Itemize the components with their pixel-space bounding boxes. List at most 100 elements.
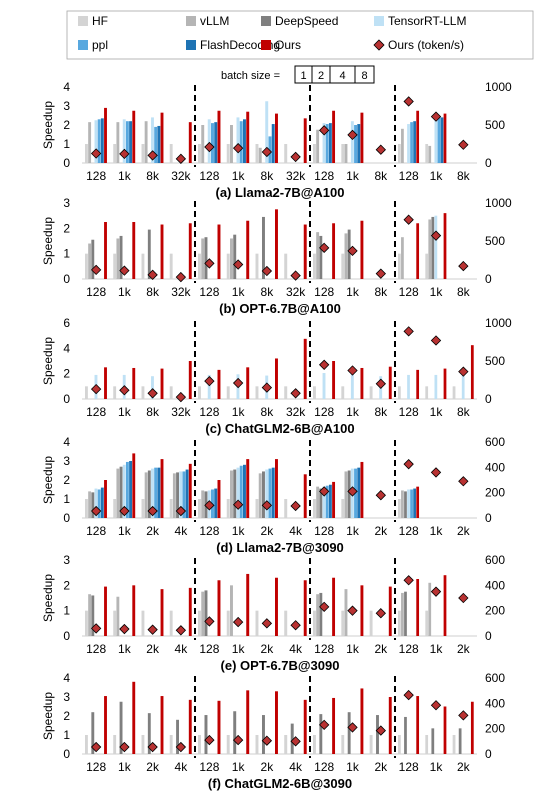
bar-hf xyxy=(141,144,145,163)
bar-ours xyxy=(388,366,392,399)
bar-flashdecoding xyxy=(271,467,275,518)
bar-tensorrt-llm xyxy=(179,471,183,518)
token-marker xyxy=(430,111,442,122)
bar-ours xyxy=(332,361,336,399)
bar-flashdecoding xyxy=(243,119,246,163)
bar-ours xyxy=(132,367,136,399)
bar-ppl xyxy=(268,136,272,163)
bar-hf xyxy=(226,386,230,399)
x-tick-label: 8k xyxy=(261,285,275,299)
y2-tick-label: 1000 xyxy=(485,196,512,210)
bar-vllm xyxy=(316,232,320,279)
chart-panel: 0 2 4 6 0 500 1000 Speedup 128 1k 8k 32k 128 1k 8k 32k 1… xyxy=(41,316,512,436)
bar-ours xyxy=(188,587,192,636)
bar-hf xyxy=(369,735,373,754)
bar-hf xyxy=(113,499,117,518)
y-tick-label: 2 xyxy=(63,118,70,132)
x-tick-label: 32k xyxy=(171,285,191,299)
bar-tensorrt-llm xyxy=(151,376,154,399)
x-tick-label: 4k xyxy=(175,524,189,538)
token-marker xyxy=(232,734,244,746)
bar-vllm xyxy=(201,125,205,163)
x-tick-label: 4k xyxy=(175,642,189,656)
x-tick-label: 128 xyxy=(314,169,334,183)
bar-hf xyxy=(198,499,201,518)
x-tick-label: 8k xyxy=(457,169,471,183)
token-marker xyxy=(90,623,102,634)
bar-deepspeed xyxy=(404,591,407,636)
bar-vllm xyxy=(316,486,320,518)
bar-ours xyxy=(160,112,164,163)
x-tick-label: 128 xyxy=(199,405,219,419)
bar-ours xyxy=(132,453,136,518)
token-marker xyxy=(290,270,301,281)
chart-caption: (d) Llama2-7B@3090 xyxy=(216,540,344,555)
bar-ours xyxy=(275,113,278,163)
x-tick-label: 1k xyxy=(232,285,246,299)
bar-deepspeed xyxy=(262,216,265,279)
bar-vllm xyxy=(201,238,205,279)
x-tick-label: 128 xyxy=(399,169,419,183)
y-tick-label: 4 xyxy=(63,435,70,449)
y-tick-label: 0 xyxy=(63,629,70,643)
legend-label-vllm: vLLM xyxy=(200,14,229,28)
bar-vllm xyxy=(201,591,205,636)
bar-tensorrt-llm xyxy=(265,101,269,163)
bar-hf xyxy=(452,735,456,754)
bar-tensorrt-llm xyxy=(350,373,354,399)
bar-ours xyxy=(360,112,364,163)
y2-tick-label: 0 xyxy=(485,747,492,761)
token-marker xyxy=(319,601,330,613)
bar-hf xyxy=(198,735,201,754)
y-axis-label: Speedup xyxy=(41,337,55,385)
bar-deepspeed xyxy=(262,471,265,518)
bar-ours xyxy=(160,696,164,754)
x-tick-label: 8k xyxy=(374,169,388,183)
chart-caption: (b) OPT-6.7B@A100 xyxy=(219,301,341,316)
token-marker xyxy=(375,490,386,501)
y2-tick-label: 600 xyxy=(485,671,505,685)
x-tick-label: 2k xyxy=(261,642,275,656)
bar-hf xyxy=(198,386,201,399)
bar-ours xyxy=(104,696,107,754)
bar-hf xyxy=(425,253,429,279)
bar-ours xyxy=(360,461,364,518)
bar-vllm xyxy=(258,147,262,163)
bar-vllm xyxy=(401,592,404,636)
bar-tensorrt-llm xyxy=(322,123,326,163)
bar-deepspeed xyxy=(91,239,95,279)
bar-vllm xyxy=(172,473,176,518)
token-marker xyxy=(261,618,273,629)
bar-ours xyxy=(332,481,336,518)
bar-hf xyxy=(313,386,316,399)
x-tick-label: 1k xyxy=(118,760,132,774)
bar-hf xyxy=(398,253,401,279)
bar-hf xyxy=(141,610,145,636)
bar-tensorrt-llm xyxy=(151,468,154,518)
batch-size-value-1: 1 xyxy=(300,70,306,82)
bar-deepspeed xyxy=(176,719,179,754)
token-marker xyxy=(175,741,187,753)
chart-panel: 0 1 2 3 4 0 200 400 600 Speedup 128 1k 2k 4k 128 1k 2k 4k… xyxy=(41,435,505,555)
legend-frame xyxy=(66,10,534,60)
bar-ppl xyxy=(410,489,413,518)
bar-vllm xyxy=(258,473,262,518)
bar-vllm xyxy=(401,490,404,518)
bar-hf xyxy=(341,610,345,636)
bar-ours xyxy=(360,220,364,279)
x-tick-label: 1k xyxy=(346,642,360,656)
x-tick-label: 1k xyxy=(346,285,360,299)
bar-vllm xyxy=(344,144,348,163)
y-tick-label: 1 xyxy=(63,728,70,742)
bar-deepspeed xyxy=(119,701,123,754)
bar-hf xyxy=(113,735,117,754)
bar-tensorrt-llm xyxy=(122,464,126,518)
bar-ours xyxy=(303,118,307,163)
x-tick-label: 1k xyxy=(118,642,132,656)
token-marker xyxy=(175,625,187,636)
bar-ours xyxy=(416,486,420,518)
bar-ours xyxy=(188,223,192,279)
token-marker xyxy=(430,335,442,346)
bar-ours xyxy=(132,110,136,163)
y-tick-label: 1 xyxy=(63,137,70,151)
